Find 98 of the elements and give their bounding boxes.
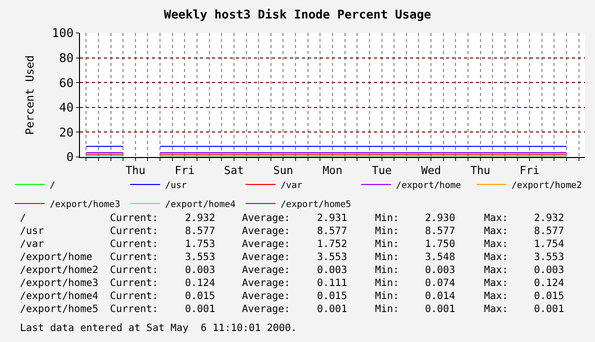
text: 0.111 bbox=[317, 278, 348, 289]
text: /export/home bbox=[20, 252, 92, 263]
x-tick-label: Sun bbox=[273, 164, 294, 178]
y-tick-label: 60 bbox=[59, 76, 74, 90]
x-tick-label: Tue bbox=[372, 164, 392, 178]
text: 0.003 bbox=[425, 265, 456, 276]
legend-label: /usr bbox=[165, 181, 188, 192]
text: 0.001 bbox=[185, 304, 216, 315]
text: 0.001 bbox=[534, 304, 564, 315]
text: Max: bbox=[484, 252, 508, 263]
text: 0.015 bbox=[534, 291, 564, 302]
text: 0.014 bbox=[425, 291, 456, 302]
text: 0.015 bbox=[185, 291, 216, 302]
text: Current: bbox=[110, 304, 158, 315]
text: Average: bbox=[242, 252, 290, 263]
x-tick-label: Mon bbox=[322, 164, 342, 178]
legend-label: / bbox=[50, 181, 56, 192]
y-tick-label: 0 bbox=[66, 150, 74, 164]
text: 0.003 bbox=[534, 265, 564, 276]
text: Min: bbox=[375, 265, 400, 276]
text: 1.754 bbox=[534, 239, 564, 250]
text: Min: bbox=[375, 304, 400, 315]
text: 0.124 bbox=[534, 278, 564, 289]
y-tick-label: 40 bbox=[59, 100, 74, 115]
text: Average: bbox=[242, 265, 290, 276]
legend-label: /export/home3 bbox=[50, 200, 120, 210]
text: Min: bbox=[375, 278, 400, 289]
text: 0.001 bbox=[317, 304, 348, 315]
y-axis-title: Percent Used bbox=[24, 55, 37, 135]
text: 8.577 bbox=[317, 226, 348, 237]
text: Max: bbox=[484, 278, 508, 289]
text: 3.553 bbox=[185, 252, 216, 263]
text: 0.003 bbox=[317, 265, 348, 276]
text: 0.015 bbox=[317, 291, 348, 302]
text: 0.003 bbox=[185, 265, 216, 276]
text: Current: bbox=[110, 239, 158, 250]
legend-label: /export/home2 bbox=[512, 181, 582, 192]
legend-label: /var bbox=[280, 181, 303, 192]
text: /export/home4 bbox=[20, 291, 98, 302]
text: Min: bbox=[375, 226, 400, 237]
text: /export/home5 bbox=[20, 304, 98, 315]
text: 3.548 bbox=[425, 252, 456, 263]
text: 2.932 bbox=[185, 213, 216, 224]
text: 0.001 bbox=[425, 304, 456, 315]
text: /var bbox=[20, 239, 44, 250]
text: Average: bbox=[242, 278, 290, 289]
text: Average: bbox=[242, 291, 290, 302]
text: Min: bbox=[375, 213, 400, 224]
text: Max: bbox=[484, 213, 508, 224]
text: / bbox=[20, 213, 26, 224]
x-tick-label: Fri bbox=[520, 164, 540, 178]
text: 2.932 bbox=[534, 213, 564, 224]
legend-label: /export/home4 bbox=[165, 200, 236, 210]
text: 0.074 bbox=[425, 278, 456, 289]
text: 8.577 bbox=[185, 226, 216, 237]
text: Min: bbox=[375, 239, 400, 250]
text: 1.752 bbox=[317, 239, 348, 250]
legend-label: /export/home5 bbox=[280, 200, 352, 210]
text: 3.553 bbox=[534, 252, 564, 263]
text: /usr bbox=[20, 226, 44, 237]
text: Average: bbox=[242, 239, 290, 250]
chart-title: Weekly host3 Disk Inode Percent Usage bbox=[164, 7, 432, 22]
text: Min: bbox=[375, 291, 400, 302]
text: Current: bbox=[110, 291, 158, 302]
text: 2.931 bbox=[317, 213, 348, 224]
text: /export/home2 bbox=[20, 265, 98, 276]
text: Average: bbox=[242, 213, 290, 224]
text: Current: bbox=[110, 265, 158, 276]
text: Current: bbox=[110, 278, 158, 289]
x-tick-label: Fri bbox=[174, 164, 195, 178]
text: Min: bbox=[375, 252, 400, 263]
x-tick-label: Thu bbox=[470, 164, 490, 178]
y-tick-label: 100 bbox=[52, 26, 74, 40]
text: Last data entered at Sat May 6 11:10:01 2000. bbox=[20, 323, 297, 334]
legend-label: /export/home bbox=[396, 181, 462, 192]
y-tick-label: 20 bbox=[59, 125, 74, 140]
text: Current: bbox=[110, 213, 158, 224]
x-tick-label: Sat bbox=[224, 164, 244, 178]
text: Max: bbox=[484, 265, 508, 276]
text: 0.124 bbox=[185, 278, 216, 289]
text: Max: bbox=[484, 239, 508, 250]
text: 8.577 bbox=[425, 226, 456, 237]
text: Max: bbox=[484, 304, 508, 315]
text: Max: bbox=[484, 226, 508, 237]
text: 2.930 bbox=[425, 213, 456, 224]
x-tick-label: Thu bbox=[125, 164, 146, 178]
y-tick-label: 80 bbox=[59, 51, 74, 65]
text: /export/home3 bbox=[20, 278, 98, 289]
text: 8.577 bbox=[534, 226, 564, 237]
text: Average: bbox=[242, 226, 290, 237]
text: 3.553 bbox=[317, 252, 348, 263]
text: 1.750 bbox=[425, 239, 456, 250]
text: Max: bbox=[484, 291, 508, 302]
text: Current: bbox=[110, 252, 158, 263]
text: Average: bbox=[242, 304, 290, 315]
text: Current: bbox=[110, 226, 158, 237]
x-tick-label: Wed bbox=[421, 164, 441, 178]
text: 1.753 bbox=[185, 239, 216, 250]
